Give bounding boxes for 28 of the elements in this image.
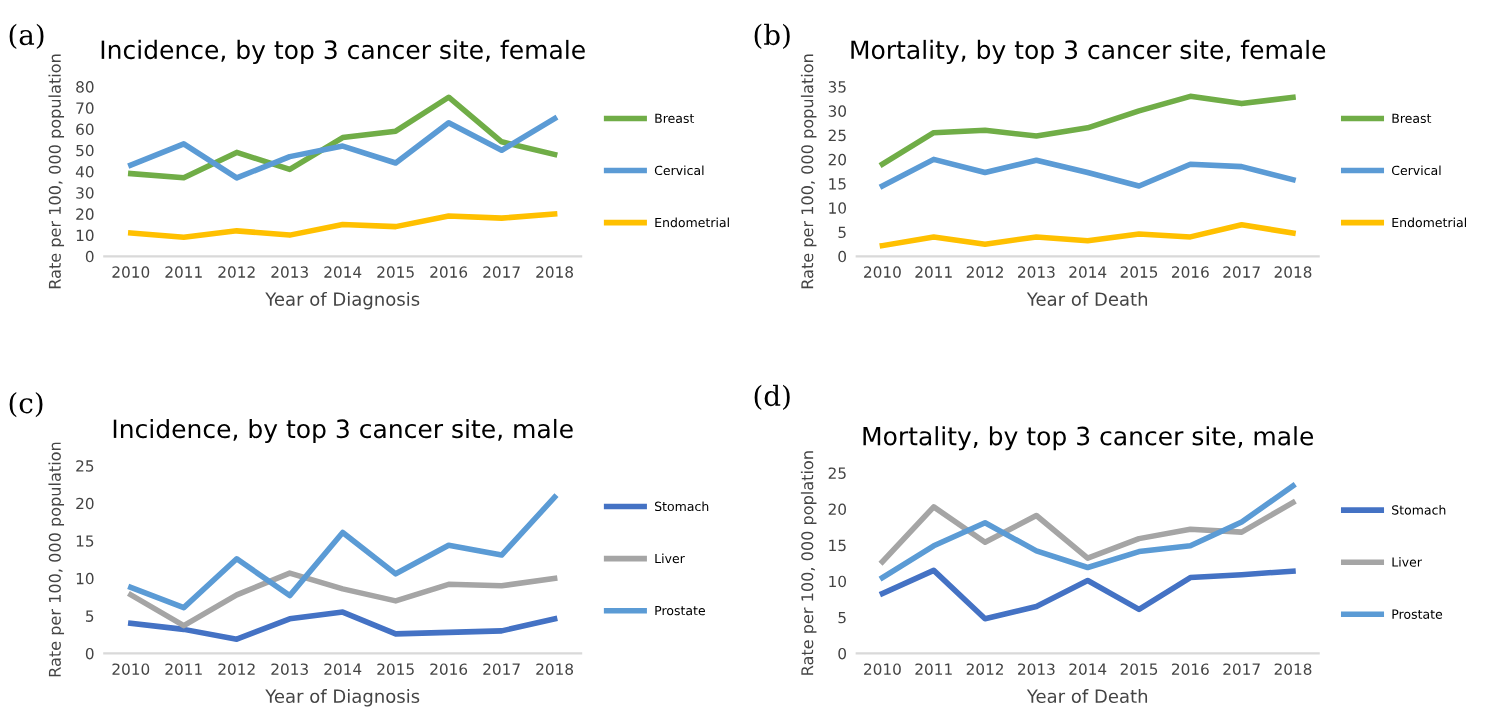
text: (b) bbox=[754, 23, 790, 50]
chart-title: Mortality, by top 3 cancer site, female bbox=[851, 39, 1326, 65]
line-series bbox=[879, 93, 1296, 167]
y-axis-title: Rate per 100, 000 population bbox=[800, 54, 817, 289]
x-axis-title: Year of Death bbox=[1026, 291, 1148, 306]
line-series bbox=[879, 156, 1296, 189]
line-series bbox=[128, 494, 558, 611]
chart-title: Mortality, by top 3 cancer site, male bbox=[863, 426, 1314, 451]
line-series bbox=[879, 222, 1296, 249]
line-series bbox=[879, 499, 1296, 565]
line-series bbox=[128, 570, 558, 629]
line-series bbox=[128, 609, 558, 642]
line-series bbox=[128, 115, 558, 181]
x-axis-title: Year of Diagnosis bbox=[265, 291, 420, 310]
text: (c) bbox=[9, 391, 43, 418]
line-series bbox=[879, 483, 1296, 581]
x-axis-title: Year of Death bbox=[1026, 689, 1148, 704]
y-axis-title: Rate per 100, 000 population bbox=[48, 442, 65, 677]
line-series bbox=[128, 211, 558, 240]
line-series bbox=[879, 567, 1296, 622]
y-axis-title: Rate per 100, 000 poplation bbox=[800, 451, 817, 675]
line-series bbox=[128, 94, 558, 181]
x-axis-title: Year of Diagnosis bbox=[265, 689, 420, 707]
text: (a) bbox=[9, 23, 44, 50]
text: (d) bbox=[754, 384, 790, 411]
y-axis-title: Rate per 100, 000 population bbox=[48, 54, 65, 289]
chart-title: Incidence, by top 3 cancer site, male bbox=[113, 418, 573, 444]
chart-title: Incidence, by top 3 cancer site, female bbox=[101, 39, 585, 65]
